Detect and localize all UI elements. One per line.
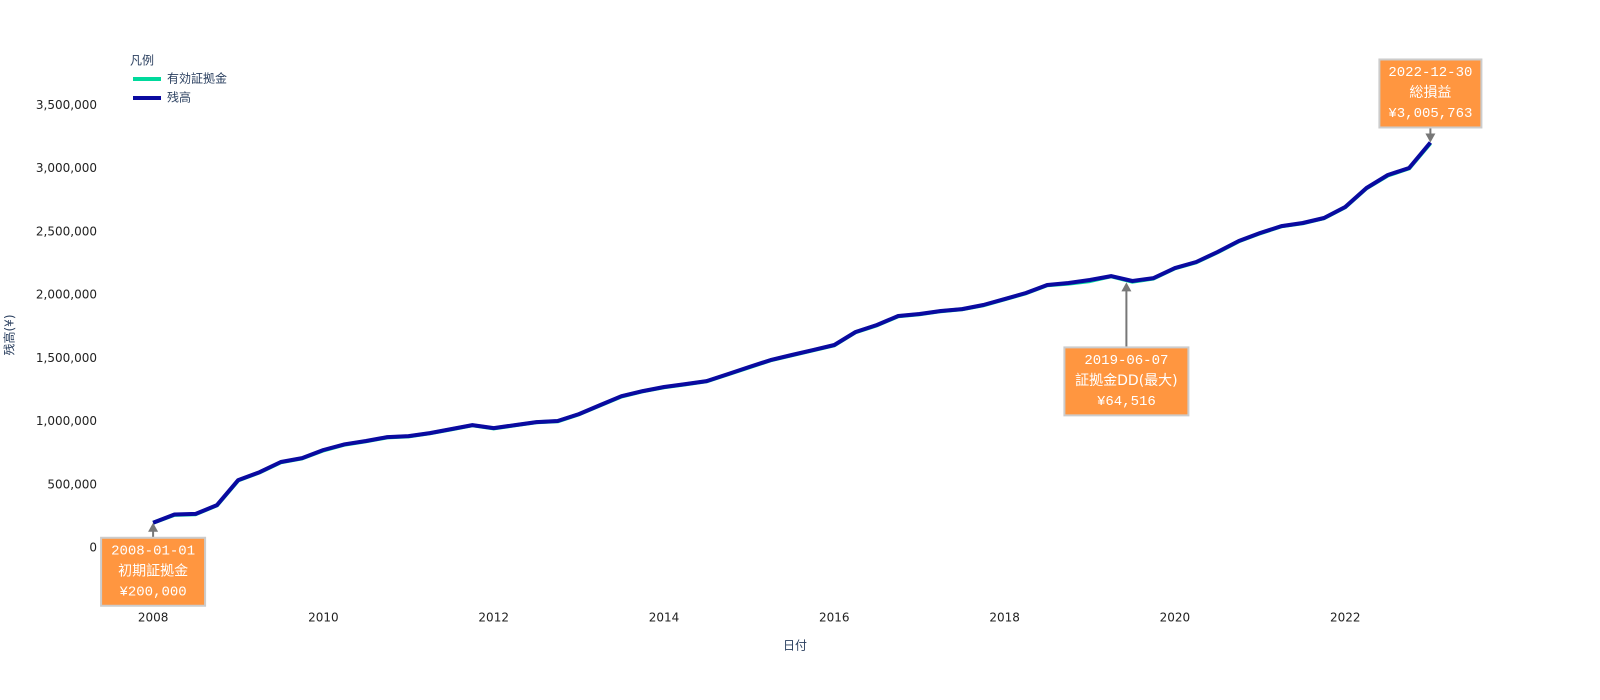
annotation-text: ¥200,000 [119,584,186,600]
x-tick-label: 2020 [1160,611,1191,625]
legend-label: 有効証拠金 [167,71,227,86]
x-tick-label: 2012 [478,611,509,625]
series-line [152,141,1432,525]
y-tick-label: 1,000,000 [36,414,97,428]
y-tick-label: 2,500,000 [36,224,97,238]
annotation-box [100,536,207,607]
x-tick-label: 2008 [138,611,169,625]
legend-label: 残高 [167,90,191,105]
x-tick-label: 2018 [989,611,1020,625]
annotation-text: 2019-06-07 [1084,353,1168,369]
annotation-box [1063,346,1190,417]
x-axis-title: 日付 [783,639,807,653]
annotation-text: ¥3,005,763 [1388,106,1472,122]
x-tick-label: 2016 [819,611,850,625]
x-tick-label: 2010 [308,611,339,625]
x-tick-label: 2014 [649,611,680,625]
y-axis-title: 残高(¥) [2,315,17,356]
y-tick-label: 1,500,000 [36,351,97,365]
annotation-arrowhead [148,522,159,532]
annotation-text: ¥64,516 [1097,394,1156,410]
y-tick-label: 500,000 [47,477,97,491]
y-tick-label: 2,000,000 [36,288,97,302]
series-line [152,141,1432,525]
annotation-text: 2008-01-01 [111,543,195,559]
legend-title: 凡例 [130,54,154,68]
y-tick-label: 3,500,000 [36,98,97,112]
annotation-arrowhead [1121,282,1132,292]
annotation-text: 初期証拠金 [118,562,188,579]
annotation-text: 2022-12-30 [1388,65,1472,81]
annotation-box [1378,58,1483,129]
annotation-arrowhead [1425,133,1436,143]
y-tick-label: 3,000,000 [36,161,97,175]
x-tick-label: 2022 [1330,611,1361,625]
annotation-text: 証拠金DD(最大) [1075,373,1177,389]
y-tick-label: 0 [89,541,97,555]
annotation-text: 総損益 [1409,85,1451,101]
